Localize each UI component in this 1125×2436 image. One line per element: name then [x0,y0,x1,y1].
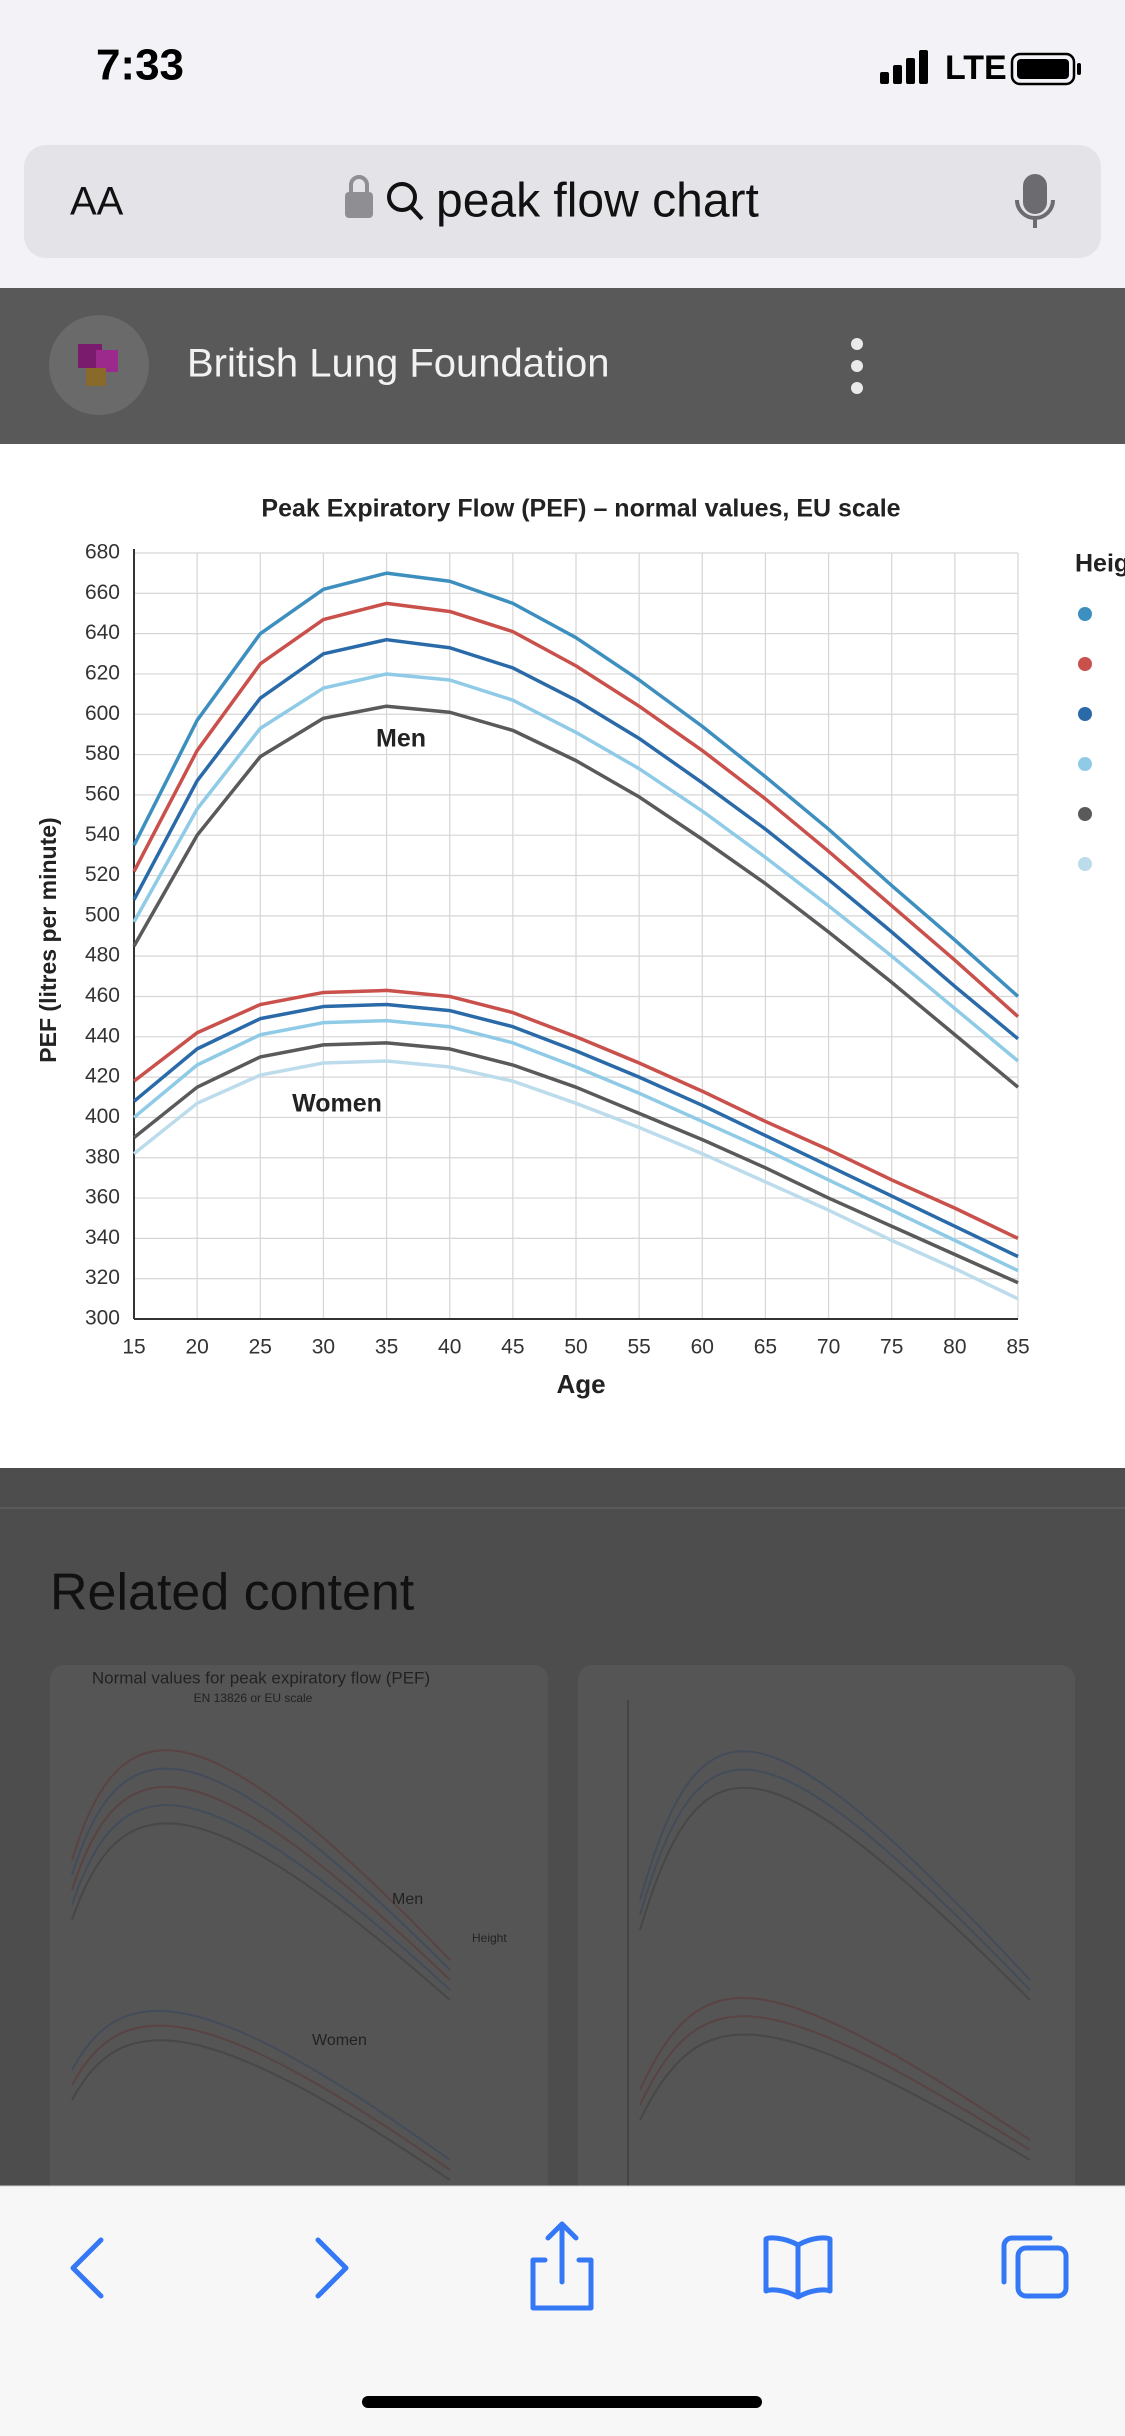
more-menu[interactable] [851,338,863,394]
series-line [132,571,1020,998]
signal-icon [880,50,928,84]
thumbnail-card[interactable]: Normal values for peak expiratory flow (… [50,1665,548,2225]
y-tick-label: 420 [85,1065,120,1088]
series-line [132,1018,1019,1273]
x-tick-label: 15 [122,1336,145,1359]
network-label: LTE [945,49,1007,87]
series-line [132,672,1020,1063]
y-tick-label: 360 [85,1186,120,1209]
source-name[interactable]: British Lung Foundation [187,342,610,386]
series-line [132,601,1020,1018]
y-tick-label: 440 [85,1024,120,1047]
x-tick-label: 70 [817,1336,840,1359]
x-tick-label: 60 [691,1336,714,1359]
y-tick-label: 300 [85,1307,120,1330]
x-tick-label: 75 [880,1336,903,1359]
thumbnail-label: Women [312,2032,367,2049]
thumbnail-title: Normal values for peak expiratory flow (… [92,1668,430,1687]
legend-marker [1078,607,1092,621]
y-axis-label: PEF (litres per minute) [35,817,61,1062]
y-tick-label: 500 [85,903,120,926]
legend-marker [1078,757,1092,771]
share-button[interactable] [530,2221,594,2311]
legend-marker [1078,857,1092,871]
x-axis-label: Age [556,1369,605,1399]
y-tick-label: 680 [85,541,120,564]
y-tick-label: 320 [85,1266,120,1289]
forward-button[interactable] [315,2237,349,2299]
legend-marker [1078,707,1092,721]
bookmarks-button[interactable] [763,2235,833,2300]
y-tick-label: 660 [85,581,120,604]
search-query[interactable]: peak flow chart [436,175,759,228]
legend-marker [1078,807,1092,821]
y-tick-label: 480 [85,944,120,967]
series-line [132,1041,1019,1285]
x-tick-label: 30 [312,1336,335,1359]
lock-icon [345,175,373,218]
back-button[interactable] [70,2237,104,2299]
x-tick-label: 20 [185,1336,208,1359]
thumbnail-card[interactable] [578,1665,1075,2225]
series-line [132,988,1019,1240]
tabs-button[interactable] [1001,2235,1069,2299]
home-indicator [362,2396,762,2408]
result-header [0,288,1125,444]
y-tick-label: 560 [85,782,120,805]
source-logo [49,315,149,415]
x-tick-label: 40 [438,1336,461,1359]
y-tick-label: 540 [85,823,120,846]
search-icon [387,182,424,221]
x-tick-label: 35 [375,1336,398,1359]
series-line [132,1059,1019,1301]
x-tick-label: 25 [249,1336,272,1359]
x-tick-label: 45 [501,1336,524,1359]
thumbnail-subtitle: EN 13826 or EU scale [194,1691,313,1705]
x-tick-label: 85 [1006,1336,1029,1359]
battery-icon [1010,52,1081,86]
y-tick-label: 620 [85,661,120,684]
annotation: Women [292,1090,382,1118]
x-tick-label: 55 [627,1336,650,1359]
x-tick-label: 50 [564,1336,587,1359]
series-line [132,637,1020,1041]
thumbnail-label: Height [472,1931,507,1945]
chart: Peak Expiratory Flow (PEF) – normal valu… [35,495,1125,1399]
text-size-button[interactable]: AA [70,180,124,224]
thumbnail-label: Men [392,1891,423,1908]
y-tick-label: 340 [85,1226,120,1249]
y-tick-label: 580 [85,742,120,765]
y-tick-label: 520 [85,863,120,886]
annotation: Men [376,725,426,753]
y-tick-label: 600 [85,702,120,725]
x-tick-label: 65 [754,1336,777,1359]
legend-marker [1078,657,1092,671]
mic-icon[interactable] [1015,174,1055,228]
y-tick-label: 640 [85,621,120,644]
legend-title: Height [1075,550,1125,578]
x-tick-label: 80 [943,1336,966,1359]
y-tick-label: 400 [85,1105,120,1128]
y-tick-label: 380 [85,1145,120,1168]
y-tick-label: 460 [85,984,120,1007]
series-line [132,1002,1019,1259]
series-line [132,704,1020,1089]
chart-title: Peak Expiratory Flow (PEF) – normal valu… [261,495,900,523]
status-time: 7:33 [96,41,184,90]
related-title: Related content [50,1564,415,1622]
address-bar[interactable] [24,145,1101,258]
